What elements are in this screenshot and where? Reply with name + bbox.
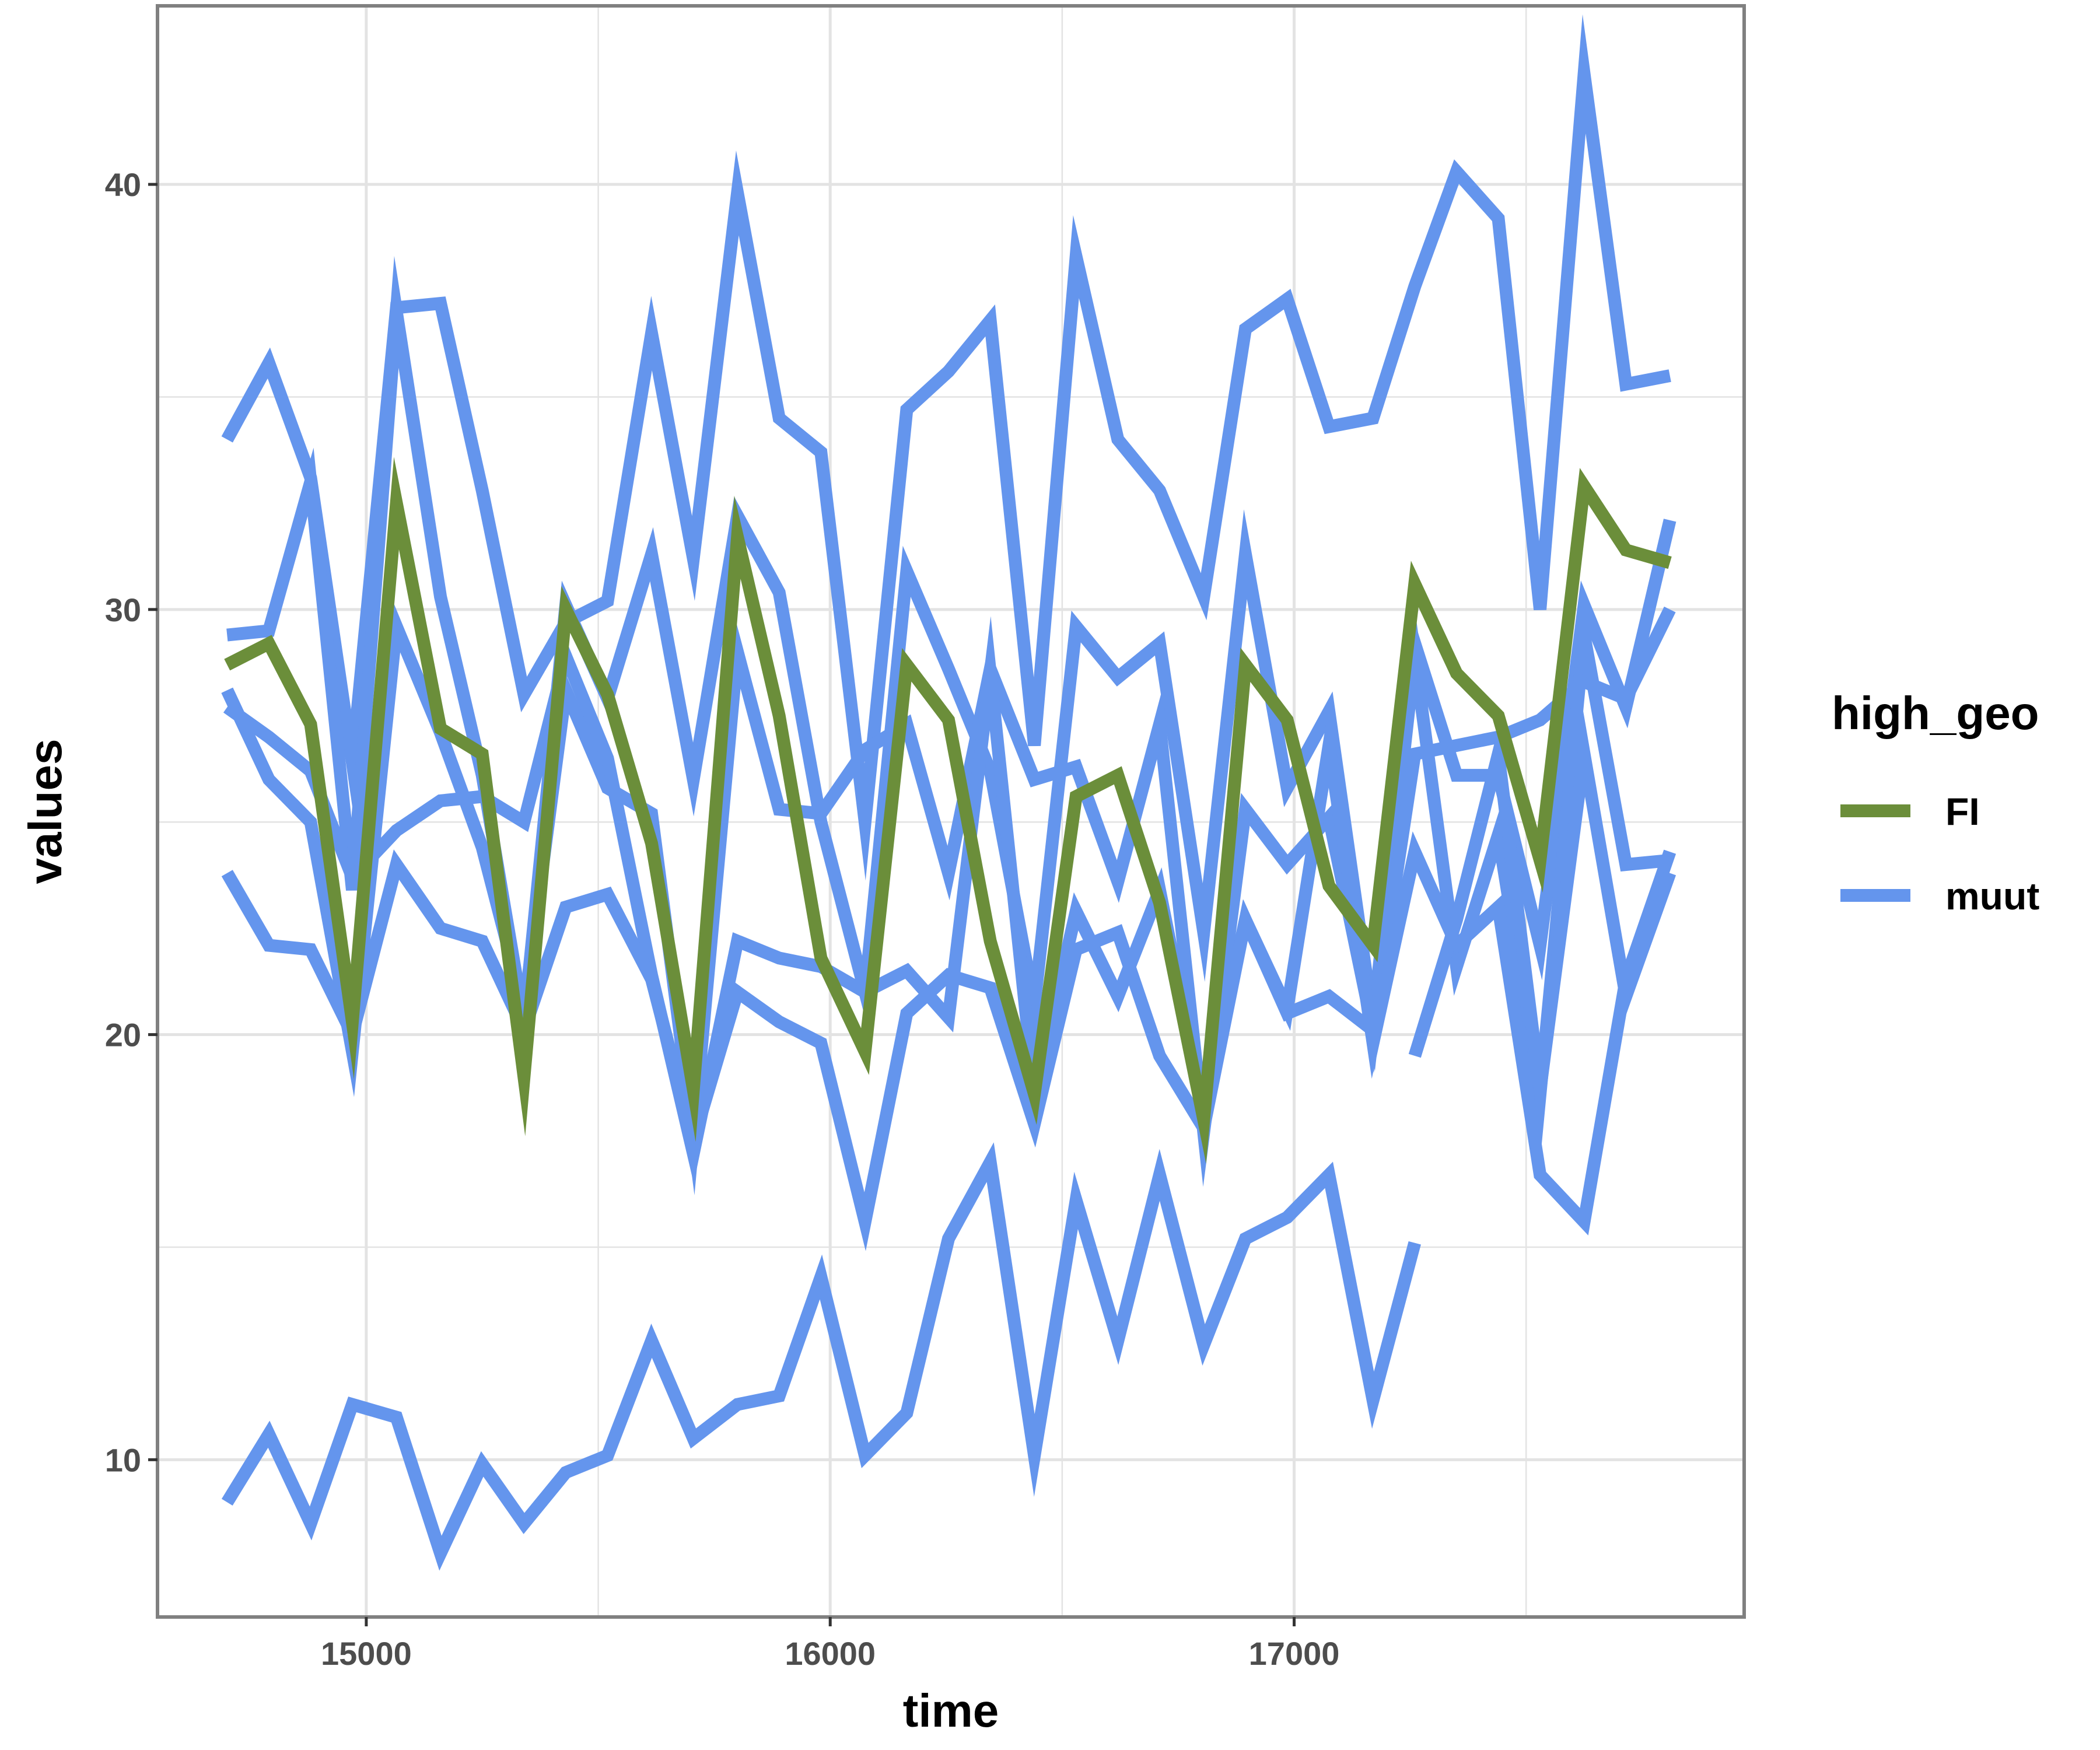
x-axis-title: time bbox=[903, 1685, 999, 1737]
series-line-muut-2 bbox=[226, 256, 1676, 1073]
series-line-fi-0 bbox=[224, 457, 1672, 1164]
y-tick-label: 40 bbox=[105, 166, 141, 203]
x-tick-label: 16000 bbox=[785, 1635, 876, 1672]
legend: high_geo FI muut bbox=[1832, 687, 2039, 918]
series-line-muut-3 bbox=[221, 588, 1671, 1196]
series-line-muut-6 bbox=[221, 1142, 1421, 1571]
x-tick-label: 15000 bbox=[321, 1635, 412, 1672]
y-tick-label: 30 bbox=[105, 592, 141, 628]
series-lines bbox=[221, 14, 1676, 1571]
axis-ticks: 15000 16000 17000 10 20 30 40 bbox=[105, 166, 1340, 1672]
series-line-muut-4 bbox=[223, 606, 1676, 1184]
series-line-muut-1 bbox=[221, 14, 1671, 881]
x-tick-label: 17000 bbox=[1249, 1635, 1340, 1672]
legend-title: high_geo bbox=[1832, 687, 2039, 739]
y-axis-title: values bbox=[19, 738, 71, 884]
legend-label-muut: muut bbox=[1945, 874, 2039, 918]
y-tick-label: 10 bbox=[105, 1441, 141, 1478]
y-tick-label: 20 bbox=[105, 1017, 141, 1054]
legend-label-fi: FI bbox=[1945, 790, 1980, 833]
series-line-muut-7 bbox=[1408, 711, 1676, 1141]
series-line-muut-5 bbox=[221, 703, 1676, 1251]
plot-panel-border bbox=[156, 4, 1746, 1619]
